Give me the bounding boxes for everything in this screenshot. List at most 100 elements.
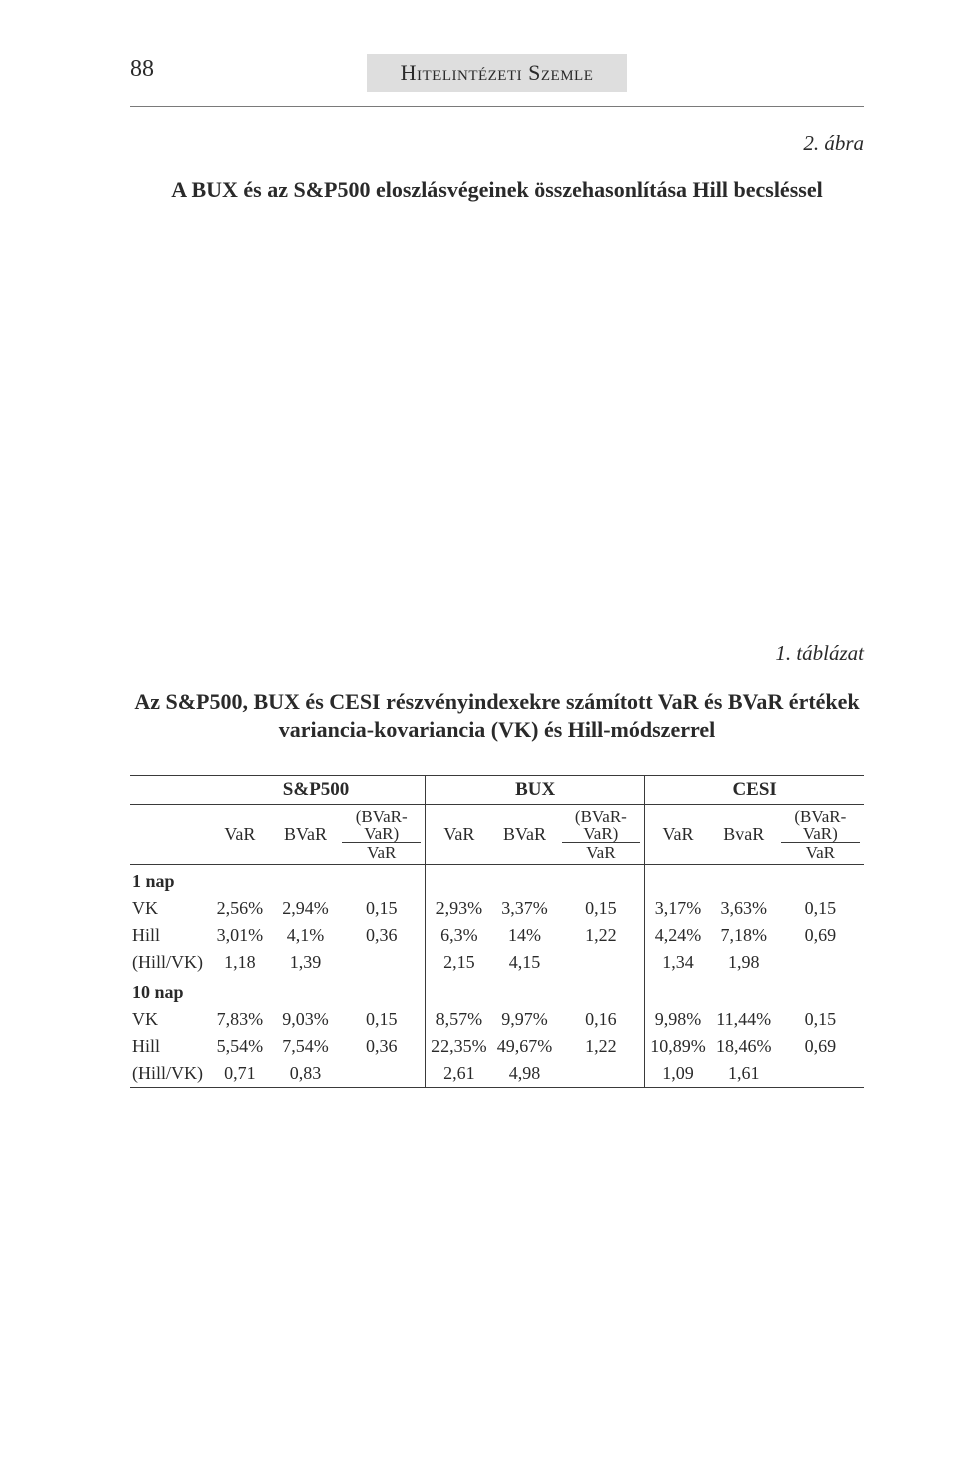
frac-cesi-den: VaR	[781, 843, 860, 861]
table-row: (Hill/VK)0,710,832,614,981,091,61	[130, 1060, 864, 1088]
table-row: Hill5,54%7,54%0,3622,35%49,67%1,2210,89%…	[130, 1033, 864, 1060]
data-cell	[338, 949, 425, 976]
table-header-row: VaR BVaR (BVaR-VaR) VaR VaR BVaR (BVaR-V…	[130, 804, 864, 864]
data-cell: 8,57%	[426, 1006, 492, 1033]
data-cell: 9,98%	[645, 1006, 711, 1033]
data-cell: 11,44%	[711, 1006, 777, 1033]
data-cell: 0,15	[777, 1006, 864, 1033]
section-blank-cell	[273, 976, 339, 1006]
table-title: Az S&P500, BUX és CESI részvényindexekre…	[130, 688, 864, 745]
section-blank-cell	[338, 864, 425, 895]
header-center: Hitelintézeti Szemle	[170, 54, 824, 92]
table-title-line1: Az S&P500, BUX és CESI részvényindexekre…	[134, 689, 859, 714]
header-rule	[130, 106, 864, 107]
data-cell: 0,15	[338, 895, 425, 922]
data-cell: 3,01%	[207, 922, 273, 949]
group-bux: BUX	[426, 775, 645, 804]
row-label-cell: (Hill/VK)	[130, 1060, 207, 1088]
section-blank-cell	[711, 864, 777, 895]
col-bux-bvar: BVaR	[492, 804, 558, 864]
data-cell: 1,22	[558, 922, 645, 949]
row-label-cell: VK	[130, 895, 207, 922]
table-section-title-row: 1 nap	[130, 864, 864, 895]
blank-header	[130, 804, 207, 864]
data-cell: 1,61	[711, 1060, 777, 1088]
data-cell	[777, 1060, 864, 1088]
data-cell: 14%	[492, 922, 558, 949]
data-cell: 22,35%	[426, 1033, 492, 1060]
section-blank-cell	[492, 976, 558, 1006]
data-cell: 4,98	[492, 1060, 558, 1088]
table-body: 1 napVK2,56%2,94%0,152,93%3,37%0,153,17%…	[130, 864, 864, 1087]
data-cell: 3,63%	[711, 895, 777, 922]
frac-cesi-num: (BVaR-VaR)	[781, 808, 860, 843]
table-row: VK2,56%2,94%0,152,93%3,37%0,153,17%3,63%…	[130, 895, 864, 922]
section-blank-cell	[558, 976, 645, 1006]
row-label-cell: VK	[130, 1006, 207, 1033]
data-cell	[558, 949, 645, 976]
data-cell: 18,46%	[711, 1033, 777, 1060]
group-sp500: S&P500	[207, 775, 426, 804]
frac-bux: (BVaR-VaR) VaR	[562, 808, 641, 861]
col-cesi-ratio: (BVaR-VaR) VaR	[777, 804, 864, 864]
col-bux-ratio: (BVaR-VaR) VaR	[558, 804, 645, 864]
table-group-row: S&P500 BUX CESI	[130, 775, 864, 804]
section-blank-cell	[426, 976, 492, 1006]
data-cell: 9,03%	[273, 1006, 339, 1033]
data-cell	[338, 1060, 425, 1088]
col-sp-bvar: BVaR	[273, 804, 339, 864]
data-cell: 1,18	[207, 949, 273, 976]
section-blank-cell	[777, 976, 864, 1006]
col-sp-var: VaR	[207, 804, 273, 864]
data-cell: 4,15	[492, 949, 558, 976]
section-blank-cell	[207, 976, 273, 1006]
data-cell: 0,36	[338, 922, 425, 949]
journal-title: Hitelintézeti Szemle	[367, 54, 628, 92]
section-blank-cell	[338, 976, 425, 1006]
section-blank-cell	[273, 864, 339, 895]
data-cell: 1,22	[558, 1033, 645, 1060]
frac-sp-num: (BVaR-VaR)	[342, 808, 421, 843]
frac-bux-num: (BVaR-VaR)	[562, 808, 641, 843]
data-cell: 0,71	[207, 1060, 273, 1088]
data-table: S&P500 BUX CESI VaR BVaR (BVaR-VaR) VaR …	[130, 775, 864, 1088]
data-cell: 3,37%	[492, 895, 558, 922]
data-cell: 0,16	[558, 1006, 645, 1033]
page-number: 88	[130, 56, 170, 83]
data-cell: 7,18%	[711, 922, 777, 949]
section-blank-cell	[711, 976, 777, 1006]
data-cell: 7,83%	[207, 1006, 273, 1033]
data-cell: 2,93%	[426, 895, 492, 922]
row-label-cell: Hill	[130, 922, 207, 949]
table-title-line2: variancia-kovariancia (VK) és Hill-módsz…	[279, 717, 715, 742]
corner-cell	[130, 775, 207, 804]
data-cell: 2,15	[426, 949, 492, 976]
data-cell: 1,34	[645, 949, 711, 976]
section-blank-cell	[492, 864, 558, 895]
data-cell: 5,54%	[207, 1033, 273, 1060]
data-cell: 10,89%	[645, 1033, 711, 1060]
page-header: 88 Hitelintézeti Szemle	[130, 54, 864, 92]
figure-title: A BUX és az S&P500 eloszlásvégeinek össz…	[130, 176, 864, 205]
page-container: 88 Hitelintézeti Szemle 2. ábra A BUX és…	[0, 0, 960, 1480]
col-cesi-var: VaR	[645, 804, 711, 864]
section-title-cell: 10 nap	[130, 976, 207, 1006]
data-cell: 7,54%	[273, 1033, 339, 1060]
frac-bux-den: VaR	[562, 843, 641, 861]
table-row: VK7,83%9,03% 0,15 8,57%9,97%0,169,98%11,44…	[130, 1006, 864, 1033]
data-cell: 9,97%	[492, 1006, 558, 1033]
frac-sp-den: VaR	[342, 843, 421, 861]
section-blank-cell	[207, 864, 273, 895]
data-cell: 0,15	[777, 895, 864, 922]
data-cell: 4,1%	[273, 922, 339, 949]
figure-area	[130, 205, 864, 635]
data-cell: 49,67%	[492, 1033, 558, 1060]
table-row: (Hill/VK)1,181,392,154,151,341,98	[130, 949, 864, 976]
data-cell: 0,69	[777, 922, 864, 949]
frac-cesi: (BVaR-VaR) VaR	[781, 808, 860, 861]
row-label-cell: (Hill/VK)	[130, 949, 207, 976]
row-label-cell: Hill	[130, 1033, 207, 1060]
data-cell	[777, 949, 864, 976]
data-cell: 1,39	[273, 949, 339, 976]
group-cesi: CESI	[645, 775, 864, 804]
